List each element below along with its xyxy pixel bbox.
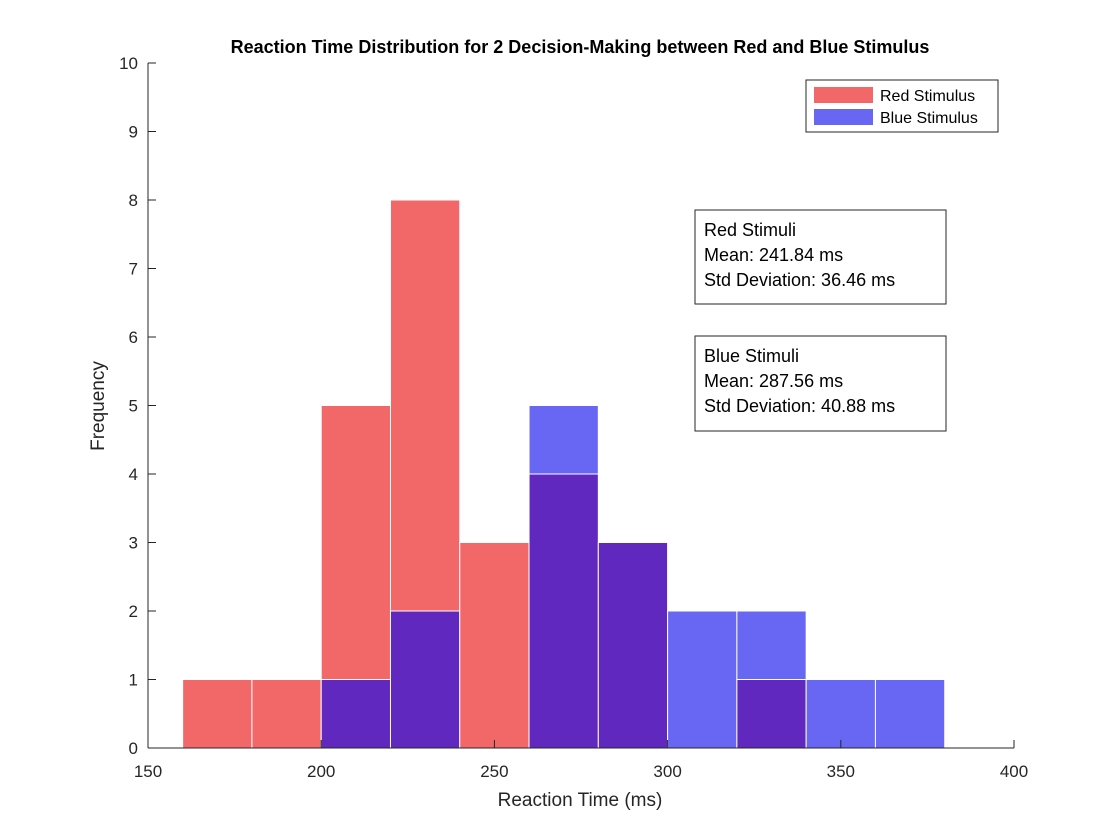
axes-layer: 150 200 250 300 350 400 0 1 2 3 4 5 6 7 8 9 10 xyxy=(119,54,1028,781)
y-tick-label: 9 xyxy=(129,123,138,142)
legend-swatch-blue xyxy=(814,109,873,125)
y-axis-title: Frequency xyxy=(88,361,109,451)
bar-red-stimulus xyxy=(389,199,461,612)
x-tick-label: 300 xyxy=(653,762,681,781)
y-tick-label: 3 xyxy=(129,534,138,553)
y-tick-label: 1 xyxy=(129,671,138,690)
bar-blue-stimulus xyxy=(874,679,946,749)
y-tick-label: 5 xyxy=(129,397,138,416)
bar-blue-stimulus xyxy=(805,679,876,749)
x-tick-label: 250 xyxy=(480,762,508,781)
y-tick-label: 8 xyxy=(129,191,138,210)
annotation-blue-stats: Blue Stimuli Mean: 287.56 ms Std Deviati… xyxy=(694,335,947,432)
bar-overlap xyxy=(528,473,599,749)
annotation-red-line-1: Red Stimuli xyxy=(704,220,796,240)
bar-red-stimulus xyxy=(459,542,530,749)
x-tick-label: 150 xyxy=(134,762,162,781)
annotation-box-blue xyxy=(694,335,947,432)
bars-layer xyxy=(182,199,946,749)
annotation-blue-line-1: Blue Stimuli xyxy=(704,346,799,366)
y-tick-label: 0 xyxy=(129,739,138,758)
y-tick-label: 7 xyxy=(129,260,138,279)
bar-overlap xyxy=(597,542,669,749)
bar-red-stimulus xyxy=(320,405,391,680)
bar-overlap xyxy=(320,679,391,749)
bar-overlap xyxy=(736,679,807,749)
chart-title: Reaction Time Distribution for 2 Decisio… xyxy=(231,37,930,57)
y-tick-label: 4 xyxy=(129,465,138,484)
legend-swatch-red xyxy=(814,87,873,103)
y-tick-label: 6 xyxy=(129,328,138,347)
legend-label-red: Red Stimulus xyxy=(880,88,975,105)
annotation-red-line-3: Std Deviation: 36.46 ms xyxy=(704,270,895,290)
bar-blue-stimulus xyxy=(736,610,807,680)
bar-blue-stimulus xyxy=(667,610,738,749)
y-tick-label: 10 xyxy=(119,54,138,73)
bar-blue-stimulus xyxy=(528,405,599,475)
x-tick-label: 400 xyxy=(1000,762,1028,781)
annotation-red-line-2: Mean: 241.84 ms xyxy=(704,245,843,265)
x-tick-label: 350 xyxy=(827,762,855,781)
x-axis-title: Reaction Time (ms) xyxy=(498,790,663,811)
legend-label-blue: Blue Stimulus xyxy=(880,110,978,127)
annotation-blue-line-3: Std Deviation: 40.88 ms xyxy=(704,396,895,416)
bar-overlap xyxy=(389,610,461,749)
bar-red-stimulus xyxy=(182,679,253,749)
bar-red-stimulus xyxy=(251,679,322,749)
legend: Red Stimulus Blue Stimulus xyxy=(805,79,999,133)
annotation-blue-line-2: Mean: 287.56 ms xyxy=(704,371,843,391)
annotation-red-stats: Red Stimuli Mean: 241.84 ms Std Deviatio… xyxy=(694,209,947,305)
annotation-box-red xyxy=(694,209,947,305)
x-tick-label: 200 xyxy=(307,762,335,781)
y-tick-label: 2 xyxy=(129,602,138,621)
